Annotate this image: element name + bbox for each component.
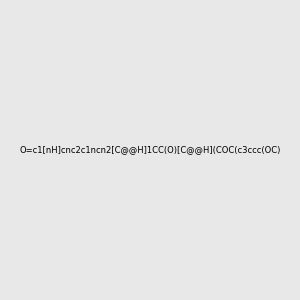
Text: O=c1[nH]cnc2c1ncn2[C@@H]1CC(O)[C@@H](COC(c3ccc(OC): O=c1[nH]cnc2c1ncn2[C@@H]1CC(O)[C@@H](COC… [19,146,281,154]
